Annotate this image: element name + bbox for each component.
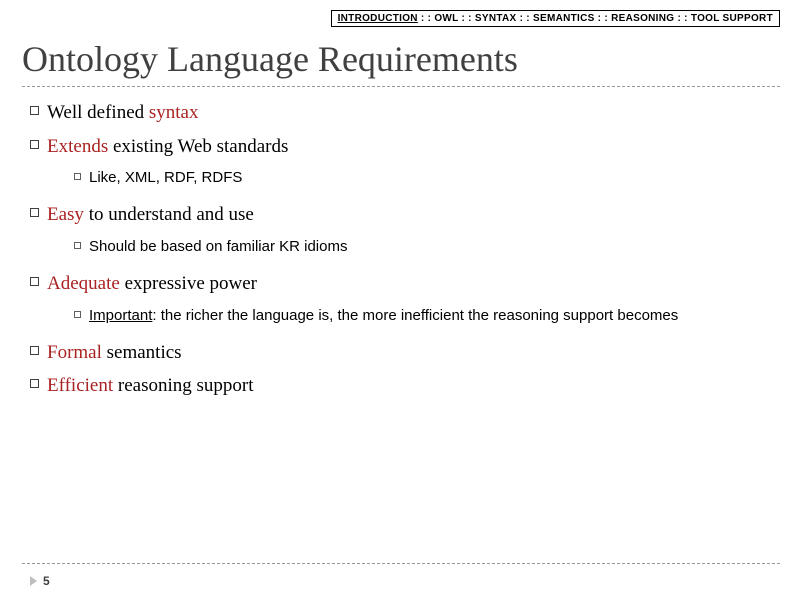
square-bullet-small-icon <box>74 311 81 318</box>
bullet-text: Adequate expressive power <box>47 271 257 297</box>
bullet-item: Extends existing Web standards <box>30 134 780 160</box>
bullet-item: Well defined syntax <box>30 100 780 126</box>
slide-content: Well defined syntax Extends existing Web… <box>30 100 780 407</box>
bullet-item: Efficient reasoning support <box>30 373 780 399</box>
page-number-box: 5 <box>30 574 50 588</box>
breadcrumb-item-owl: OWL <box>434 13 458 24</box>
square-bullet-small-icon <box>74 173 81 180</box>
sub-bullet-item: Should be based on familiar KR idioms <box>74 236 780 257</box>
breadcrumb-sep: : : <box>517 13 534 24</box>
sub-list: Important: the richer the language is, t… <box>74 305 780 326</box>
bullet-text: Formal semantics <box>47 340 182 366</box>
breadcrumb-sep: : : <box>674 13 691 24</box>
bullet-text: Extends existing Web standards <box>47 134 288 160</box>
title-divider <box>22 86 780 87</box>
bullet-text: Easy to understand and use <box>47 202 254 228</box>
breadcrumb-item-tool-support: TOOL SUPPORT <box>691 13 773 24</box>
breadcrumb-sep: : : <box>418 13 435 24</box>
bullet-item: Easy to understand and use <box>30 202 780 228</box>
sub-bullet-item: Like, XML, RDF, RDFS <box>74 167 780 188</box>
arrow-right-icon <box>30 576 37 586</box>
sub-bullet-text: Should be based on familiar KR idioms <box>89 236 347 257</box>
page-number: 5 <box>43 574 50 588</box>
bullet-text: Efficient reasoning support <box>47 373 254 399</box>
breadcrumb-item-reasoning: REASONING <box>611 13 674 24</box>
square-bullet-icon <box>30 140 39 149</box>
square-bullet-icon <box>30 379 39 388</box>
sub-bullet-text: Like, XML, RDF, RDFS <box>89 167 242 188</box>
bullet-item: Formal semantics <box>30 340 780 366</box>
square-bullet-icon <box>30 208 39 217</box>
breadcrumb-sep: : : <box>595 13 612 24</box>
footer-divider <box>22 563 780 564</box>
breadcrumb-item-introduction: INTRODUCTION <box>338 13 418 24</box>
sub-list: Should be based on familiar KR idioms <box>74 236 780 257</box>
square-bullet-icon <box>30 106 39 115</box>
bullet-item: Adequate expressive power <box>30 271 780 297</box>
bullet-text: Well defined syntax <box>47 100 198 126</box>
breadcrumb-sep: : : <box>458 13 475 24</box>
slide-title: Ontology Language Requirements <box>22 38 518 80</box>
breadcrumb-item-syntax: SYNTAX <box>475 13 517 24</box>
breadcrumb-item-semantics: SEMANTICS <box>533 13 595 24</box>
square-bullet-small-icon <box>74 242 81 249</box>
sub-bullet-item: Important: the richer the language is, t… <box>74 305 780 326</box>
square-bullet-icon <box>30 346 39 355</box>
square-bullet-icon <box>30 277 39 286</box>
breadcrumb-nav: INTRODUCTION : : OWL : : SYNTAX : : SEMA… <box>331 10 780 27</box>
sub-bullet-text: Important: the richer the language is, t… <box>89 305 678 326</box>
sub-list: Like, XML, RDF, RDFS <box>74 167 780 188</box>
